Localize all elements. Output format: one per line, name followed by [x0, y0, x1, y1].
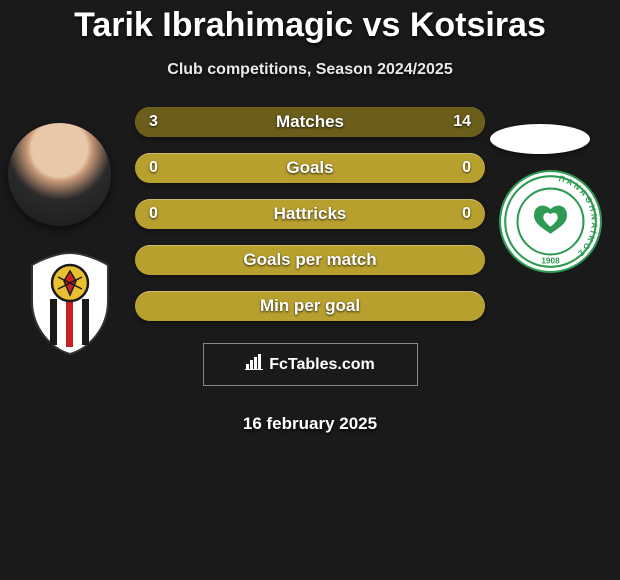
stat-label: Goals — [135, 153, 485, 183]
page-title: Tarik Ibrahimagic vs Kotsiras — [0, 0, 620, 45]
stat-row-hattricks: 0 Hattricks 0 — [135, 199, 485, 229]
bar-chart-icon — [245, 354, 263, 375]
stat-label: Min per goal — [135, 291, 485, 321]
stat-right-value: 0 — [462, 153, 471, 183]
stat-label: Matches — [135, 107, 485, 137]
watermark[interactable]: FcTables.com — [203, 343, 418, 386]
stat-row-goals-per-match: Goals per match — [135, 245, 485, 275]
stat-row-min-per-goal: Min per goal — [135, 291, 485, 321]
stat-right-value: 14 — [453, 107, 471, 137]
stats-column: 3 Matches 14 0 Goals 0 0 Hattricks 0 Goa… — [135, 107, 485, 434]
watermark-text: FcTables.com — [269, 356, 375, 374]
stat-row-matches: 3 Matches 14 — [135, 107, 485, 137]
stat-right-value: 0 — [462, 199, 471, 229]
stat-label: Goals per match — [135, 245, 485, 275]
stat-label: Hattricks — [135, 199, 485, 229]
date-label: 16 february 2025 — [243, 414, 377, 434]
page-subtitle: Club competitions, Season 2024/2025 — [0, 61, 620, 79]
stat-row-goals: 0 Goals 0 — [135, 153, 485, 183]
